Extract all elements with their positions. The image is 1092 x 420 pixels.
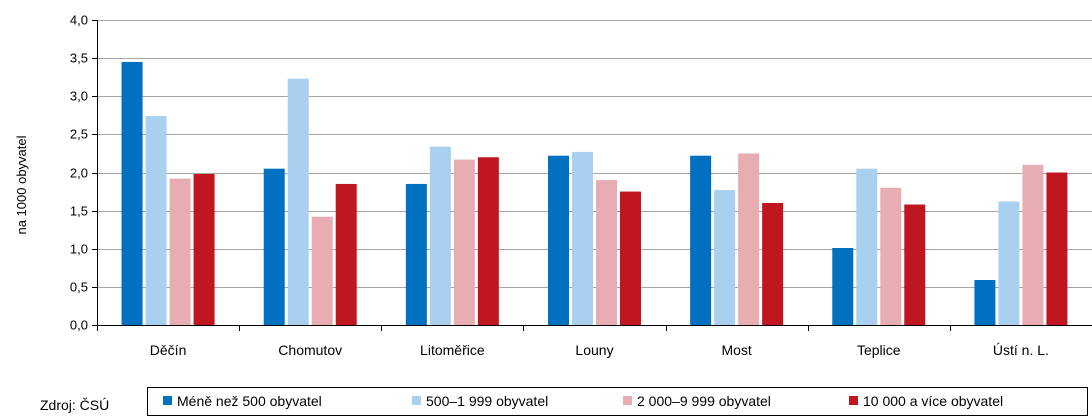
bar — [762, 203, 784, 325]
bar — [974, 280, 996, 325]
gridlines — [92, 20, 1092, 326]
bar — [856, 168, 878, 325]
legend: Méně než 500 obyvatel 500–1 999 obyvatel 2… — [147, 387, 1088, 416]
y-tick-label: 1,5 — [70, 204, 88, 219]
legend-label: 500–1 999 obyvatel — [426, 393, 548, 409]
y-tick-label: 0,0 — [70, 318, 88, 333]
y-tick-label: 3,0 — [70, 89, 88, 104]
legend-box — [147, 387, 1088, 416]
y-tick-label: 2,5 — [70, 127, 88, 142]
axes — [97, 20, 1092, 331]
x-tick-label: Chomutov — [278, 342, 342, 358]
bar — [263, 168, 285, 325]
y-tick-label: 3,5 — [70, 51, 88, 66]
bar — [904, 204, 926, 325]
y-tick-labels: 0,0 0,5 1,0 1,5 2,0 2,5 3,0 3,5 4,0 — [70, 13, 88, 333]
source-label: Zdroj: ČSÚ — [40, 397, 110, 413]
legend-swatch — [849, 396, 858, 405]
bar — [738, 153, 760, 325]
x-tick-label: Děčín — [150, 342, 187, 358]
x-tick-label: Ústí n. L. — [993, 342, 1049, 358]
x-tick-label: Louny — [575, 342, 613, 358]
bar — [193, 174, 215, 325]
bar — [477, 157, 499, 325]
x-tick-label: Teplice — [857, 342, 901, 358]
legend-label: 10 000 a více obyvatel — [863, 393, 1003, 409]
y-tick-label: 1,0 — [70, 242, 88, 257]
legend-label: 2 000–9 999 obyvatel — [637, 393, 771, 409]
bar — [690, 155, 712, 325]
legend-label: Méně než 500 obyvatel — [177, 393, 322, 409]
x-category-labels: Děčín Chomutov Litoměřice Louny Most Teplice Ú… — [150, 342, 1049, 358]
y-tick-label: 4,0 — [70, 13, 88, 28]
bar — [880, 187, 902, 325]
bar — [429, 146, 451, 325]
bar — [169, 178, 191, 325]
bar — [311, 216, 333, 325]
x-tick-label: Most — [721, 342, 751, 358]
bar — [121, 61, 143, 325]
bar — [548, 155, 569, 325]
bar — [335, 183, 357, 325]
bar — [832, 247, 854, 325]
bar — [405, 183, 427, 325]
bar — [145, 116, 167, 325]
bar — [1022, 164, 1044, 325]
x-tick-label: Litoměřice — [420, 342, 485, 358]
bar — [714, 190, 736, 325]
bars — [121, 61, 1068, 326]
legend-swatch — [163, 396, 172, 405]
bar — [620, 191, 641, 325]
y-tick-label: 0,5 — [70, 280, 88, 295]
bar — [287, 78, 309, 326]
bar — [596, 180, 617, 325]
legend-swatch — [412, 396, 421, 405]
y-axis-label: na 1000 obyvatel — [14, 135, 29, 234]
bar — [998, 201, 1020, 325]
bar — [453, 159, 475, 325]
bar — [1046, 172, 1068, 325]
y-tick-label: 2,0 — [70, 166, 88, 181]
legend-swatch — [623, 396, 632, 405]
bar — [572, 151, 593, 325]
